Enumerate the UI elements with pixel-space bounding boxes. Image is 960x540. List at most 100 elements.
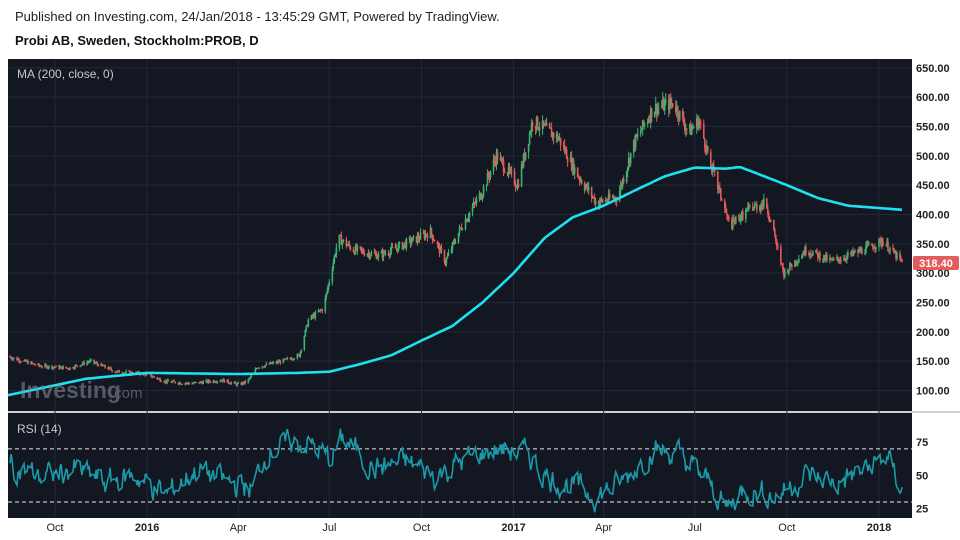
candle-body: [683, 124, 686, 130]
candle-body: [464, 219, 467, 230]
candle-body: [312, 314, 315, 317]
candle-body: [179, 382, 181, 385]
candle-body: [67, 368, 69, 370]
candle-body: [61, 366, 63, 370]
candle-body: [17, 359, 19, 361]
candle-body: [578, 177, 581, 181]
candle-body: [173, 380, 175, 382]
candle-body: [696, 118, 699, 129]
candle-body: [670, 103, 673, 105]
candle-body: [431, 234, 434, 240]
candle-body: [230, 382, 233, 384]
candle-body: [223, 379, 226, 383]
price-indicator-label: MA (200, close, 0): [17, 67, 114, 81]
candle-body: [293, 358, 296, 360]
candle-body: [508, 166, 511, 171]
candle-body: [416, 235, 419, 243]
candle-body: [342, 239, 345, 242]
candle-body: [45, 364, 47, 366]
candle-body: [227, 379, 230, 383]
candle-body: [373, 252, 376, 254]
candle-body: [517, 183, 520, 187]
candle-body: [10, 357, 12, 359]
time-tick-label: 2018: [867, 522, 891, 534]
candle-body: [895, 251, 897, 259]
candle-body: [167, 379, 169, 382]
candle-body: [726, 212, 728, 215]
price-tick-label: 500.00: [916, 151, 950, 163]
candle-body: [60, 366, 62, 368]
candle-body: [763, 198, 765, 207]
candle-body: [284, 358, 287, 360]
candle-body: [783, 268, 785, 277]
candle-body: [556, 134, 559, 141]
candle-body: [81, 364, 83, 366]
candle-body: [174, 381, 176, 384]
candle-body: [109, 367, 111, 369]
candle-body: [325, 292, 328, 298]
candle-body: [38, 363, 40, 366]
candle-body: [213, 380, 216, 383]
candle-body: [411, 237, 414, 242]
candle-body: [733, 218, 735, 222]
candle-body: [612, 197, 615, 199]
candle-body: [458, 227, 461, 233]
candle-body: [34, 364, 36, 366]
price-tick-label: 250.00: [916, 297, 950, 309]
candle-body: [545, 123, 548, 126]
candle-body: [340, 235, 343, 245]
candle-body: [171, 381, 173, 383]
candle-body: [810, 253, 812, 255]
candle-body: [236, 383, 239, 386]
candle-body: [777, 246, 779, 248]
candle-body: [866, 244, 868, 246]
candle-body: [184, 383, 186, 385]
candles: [9, 92, 903, 387]
candle-body: [510, 170, 513, 172]
candle-body: [16, 357, 18, 361]
candle-body: [321, 309, 324, 312]
candle-body: [326, 289, 329, 293]
candle-body: [466, 219, 469, 222]
candle-body: [298, 354, 301, 357]
candle-body: [882, 241, 884, 246]
candle-body: [570, 157, 573, 170]
candle-body: [396, 248, 399, 252]
candle-body: [480, 197, 483, 200]
candle-body: [432, 239, 435, 241]
candle-body: [852, 250, 854, 254]
candle-body: [279, 361, 282, 364]
candle-body: [319, 309, 322, 311]
candle-body: [188, 383, 191, 385]
candle-body: [73, 368, 75, 370]
candle-body: [874, 247, 876, 249]
candle-body: [747, 206, 749, 210]
candle-body: [200, 381, 203, 383]
candle-body: [457, 232, 460, 243]
candle-body: [265, 363, 268, 366]
candle-body: [718, 187, 721, 189]
candle-body: [878, 238, 880, 248]
candle-body: [215, 382, 218, 384]
candle-body: [676, 106, 679, 117]
candle-body: [367, 252, 370, 255]
candle-body: [677, 116, 680, 120]
candle-body: [886, 241, 888, 246]
candle-body: [277, 361, 280, 363]
candle-body: [871, 243, 873, 246]
candle-body: [258, 367, 261, 369]
candle-body: [854, 250, 856, 253]
candle-body: [749, 205, 751, 207]
candle-body: [816, 249, 818, 253]
candle-body: [68, 369, 70, 371]
candle-body: [30, 361, 32, 365]
candle-body: [889, 247, 891, 252]
candle-body: [163, 381, 165, 383]
candle-body: [244, 381, 247, 383]
candle-body: [838, 259, 840, 262]
candle-body: [235, 383, 238, 386]
candle-body: [165, 380, 167, 383]
candle-body: [305, 325, 308, 330]
candle-body: [586, 184, 589, 191]
